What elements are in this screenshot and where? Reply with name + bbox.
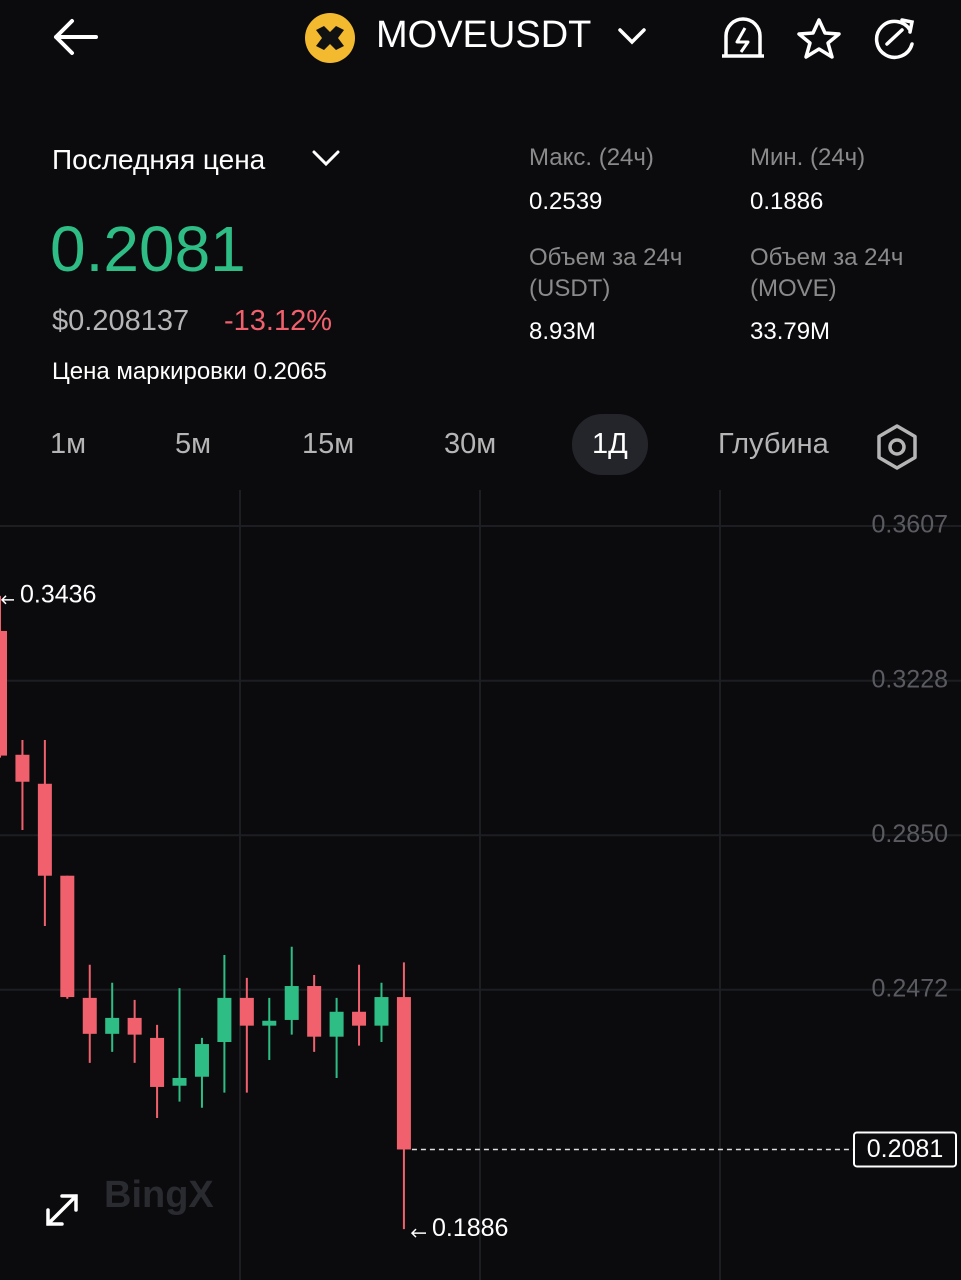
vertical-grid bbox=[239, 490, 721, 1280]
candle-body bbox=[0, 630, 7, 756]
last-price-label: 0.2081 bbox=[867, 1135, 943, 1163]
candle bbox=[396, 962, 411, 1230]
candle bbox=[194, 1037, 209, 1108]
last-price-box bbox=[853, 1131, 957, 1168]
candle-body bbox=[105, 1017, 120, 1034]
usd-price: $0.208137 bbox=[52, 305, 190, 337]
candle-body bbox=[150, 1037, 165, 1087]
max-arrow bbox=[0, 595, 14, 605]
chart-settings[interactable] bbox=[857, 420, 937, 474]
candle bbox=[329, 997, 344, 1078]
candle bbox=[105, 982, 120, 1052]
candle bbox=[284, 946, 299, 1035]
candle-body bbox=[329, 1011, 344, 1037]
stat-value: 0.1886 bbox=[750, 188, 824, 215]
timeframe-tab[interactable]: 1Д bbox=[572, 414, 648, 475]
alert-button[interactable] bbox=[722, 17, 764, 58]
share-button[interactable] bbox=[874, 18, 915, 60]
candle bbox=[37, 740, 52, 926]
candle bbox=[0, 595, 7, 758]
back-button[interactable] bbox=[54, 19, 98, 55]
stat-value: 33.79M bbox=[750, 318, 831, 345]
watermark: BingX bbox=[104, 1174, 214, 1216]
y-tick-label: 0.3228 bbox=[872, 665, 948, 693]
candle bbox=[352, 964, 367, 1046]
timeframe-tab[interactable]: 15м bbox=[302, 428, 355, 460]
candle-body bbox=[60, 875, 75, 998]
y-tick-label: 0.2850 bbox=[872, 820, 948, 848]
last-price: 0.2081 bbox=[50, 213, 246, 285]
candle bbox=[262, 997, 277, 1060]
max-label: 0.3436 bbox=[20, 580, 96, 608]
min-label: 0.1886 bbox=[432, 1214, 508, 1242]
candle-body bbox=[127, 1017, 142, 1035]
candle bbox=[217, 954, 232, 1093]
timeframe-tab[interactable]: 5м bbox=[175, 428, 212, 460]
candle-body bbox=[307, 986, 322, 1037]
candle bbox=[307, 974, 322, 1052]
timeframe-tab[interactable]: Глубина bbox=[718, 428, 829, 460]
timeframe-tab[interactable]: 1м bbox=[50, 428, 87, 460]
stat-value: 0.2539 bbox=[529, 188, 603, 215]
candle bbox=[127, 999, 142, 1063]
stat-value: 8.93M bbox=[529, 318, 596, 345]
y-tick-label: 0.2472 bbox=[872, 974, 948, 1002]
candle-body bbox=[217, 997, 232, 1043]
candle-body bbox=[82, 997, 97, 1034]
candle-body bbox=[15, 754, 30, 782]
candle-body bbox=[284, 986, 299, 1020]
candle bbox=[15, 740, 30, 830]
mark-price: Цена маркировки 0.2065 bbox=[52, 358, 327, 385]
candle-body bbox=[396, 997, 411, 1150]
price-type[interactable]: Последняя цена bbox=[52, 144, 266, 175]
price-type-arrow[interactable] bbox=[0, 130, 360, 180]
symbol-dropdown[interactable] bbox=[618, 28, 646, 45]
header-icons bbox=[54, 13, 915, 63]
candle-body bbox=[194, 1044, 209, 1077]
y-tick-label: 0.3607 bbox=[872, 511, 948, 539]
candle-body bbox=[374, 997, 389, 1026]
stat-label: Объем за 24ч (MOVE) bbox=[750, 244, 904, 302]
candle-body bbox=[239, 997, 254, 1026]
stat-label: Объем за 24ч (USDT) bbox=[529, 244, 683, 302]
candle-body bbox=[37, 783, 52, 876]
price-change: -13.12% bbox=[224, 305, 333, 337]
symbol[interactable]: MOVEUSDT bbox=[376, 14, 592, 56]
candle bbox=[82, 964, 97, 1063]
candle-body bbox=[172, 1077, 187, 1086]
stat-label: Мин. (24ч) bbox=[750, 144, 866, 171]
candle-body bbox=[352, 1011, 367, 1026]
coin-icon bbox=[305, 13, 355, 63]
candle bbox=[239, 977, 254, 1093]
candle-body bbox=[262, 1020, 277, 1026]
candle bbox=[374, 982, 389, 1043]
candle bbox=[60, 875, 75, 999]
stat-label: Макс. (24ч) bbox=[529, 144, 654, 171]
candle bbox=[172, 988, 187, 1102]
candle bbox=[150, 1024, 165, 1119]
expand-button[interactable] bbox=[46, 1194, 78, 1226]
timeframe-tab[interactable]: 30м bbox=[444, 428, 497, 460]
favorite-button[interactable] bbox=[797, 18, 841, 59]
min-arrow bbox=[410, 1228, 426, 1238]
